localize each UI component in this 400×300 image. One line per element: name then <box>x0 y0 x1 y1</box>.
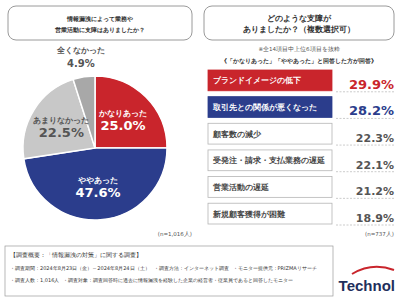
data-label-category: かなりあった <box>98 109 147 118</box>
data-label-value: 22.1% <box>356 159 394 172</box>
logo-accent <box>352 267 394 274</box>
label-box <box>208 123 332 144</box>
title-box <box>8 6 192 40</box>
data-label-category: あまりなかった <box>33 116 89 125</box>
category-label: 営業活動の遅延 <box>213 183 269 192</box>
title-line: 営業活動に支障はありましたか？ <box>55 26 145 34</box>
data-label-category: ややあった <box>77 176 118 185</box>
list-row: 受発注・請求・支払業務の遅延 22.1% <box>208 150 394 172</box>
data-label-value: 28.2% <box>349 103 394 118</box>
data-label-value: 22.5% <box>39 125 84 140</box>
label-box <box>208 150 332 171</box>
pie-slice <box>24 148 167 220</box>
label-box <box>208 97 332 118</box>
category-label: 顧客数の減少 <box>212 129 262 139</box>
data-label-value: 18.9% <box>356 212 394 225</box>
footer-line: ・調査人数：1,016人・調査対象：調査回答時に過去に情報漏洩を経験した企業の経… <box>10 277 293 283</box>
list-row: 顧客数の減少 22.3% <box>208 123 394 145</box>
category-label: 受発注・請求・支払業務の遅延 <box>212 156 325 165</box>
pie-slice <box>95 76 167 148</box>
footer-item: ・調査対象：調査回答時に過去に情報漏洩を経験した企業の経営者・従業員であると回答… <box>63 277 293 283</box>
footer-item: ・調査期間：2024年8月23日（金）～2024年8月24日（土） <box>10 265 150 271</box>
label-box <box>208 70 332 91</box>
title: 情報漏洩によって業務や営業活動に支障はありましたか？ <box>55 15 145 34</box>
title: どのような支障がありましたか？（複数選択可） <box>243 13 355 34</box>
pie-labels: かなりあった25.0% ややあった47.6% あまりなかった22.5% 全くなかった 4… <box>33 46 147 201</box>
logo: Technol <box>339 277 395 294</box>
footer-box <box>5 246 333 296</box>
label-box <box>208 203 332 224</box>
title-line: 情報漏洩によって業務や <box>66 15 133 23</box>
data-label-value: 47.6% <box>75 185 120 200</box>
footer-line: ・調査期間：2024年8月23日（金）～2024年8月24日（土） ・調査方法：イ… <box>10 265 317 271</box>
list-row: 取引先との関係が悪くなった 28.2% <box>208 97 394 119</box>
annotation: (n=1,016人) <box>158 231 192 237</box>
label-box <box>208 177 332 198</box>
pie <box>23 76 167 220</box>
data-label-value: 21.2% <box>356 185 394 198</box>
data-label-value: 22.3% <box>356 132 394 145</box>
list-row: ブランドイメージの低下 29.9% <box>208 70 394 92</box>
list-row: 営業活動の遅延 21.2% <box>208 177 394 199</box>
annotation: (n=737人) <box>365 231 394 237</box>
data-label-category: 全くなかった <box>56 46 105 55</box>
subtitle: ※全14項目中上位6項目を抜粋 <box>258 46 339 52</box>
data-label-value: 4.9% <box>67 58 95 69</box>
footer-item: ・調査人数：1,016人 <box>10 277 59 283</box>
category-label: ブランドイメージの低下 <box>213 76 301 85</box>
title-line: ありましたか？（複数選択可） <box>243 24 355 34</box>
list-row: 新規顧客獲得が困難 18.9% <box>208 203 394 225</box>
title-box <box>204 6 394 40</box>
data-label-value: 25.0% <box>100 118 145 133</box>
data-label-value: 29.9% <box>349 77 394 92</box>
footer-title: 【調査概要：「情報漏洩の対策」に関する調査】 <box>10 251 142 259</box>
footer-item: ・調査方法：インターネット調査 <box>154 265 229 271</box>
list-rows: ブランドイメージの低下 29.9% 取引先との関係が悪くなった 28.2% 顧客数の減少… <box>208 70 394 225</box>
title-line: どのような支障が <box>267 13 332 23</box>
category-label: 取引先との関係が悪くなった <box>212 103 317 112</box>
footer-item: ・モニター提供元：PRIZMAリサーチ <box>233 265 317 271</box>
category-label: 新規顧客獲得が困難 <box>212 209 285 219</box>
canvas: 情報漏洩によって業務や営業活動に支障はありましたか？ かなりあった25.0% ややあ… <box>0 0 400 300</box>
annotation: 《「かなりあった」「ややあった」と回答した方が回答》 <box>221 57 377 65</box>
